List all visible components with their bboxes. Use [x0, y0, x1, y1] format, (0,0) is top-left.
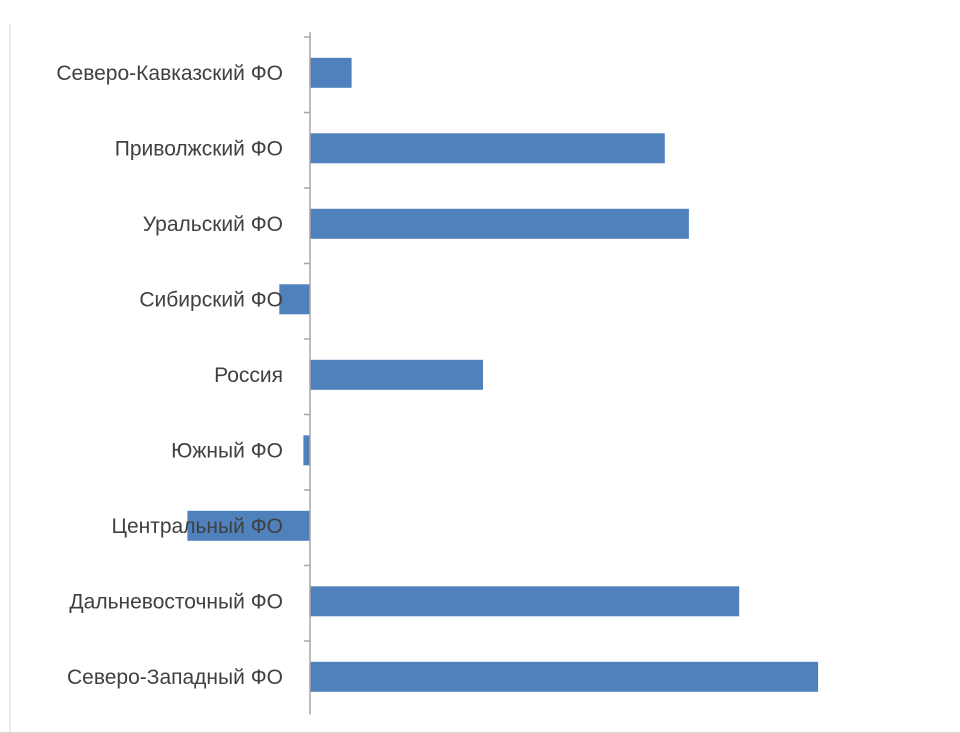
- bar-1: [310, 57, 352, 88]
- bar-2: [310, 133, 665, 164]
- category-label-7: Центральный ФО: [111, 515, 283, 538]
- category-label-8: Дальневосточный ФО: [69, 590, 283, 613]
- bar-9: [310, 661, 819, 692]
- category-label-4: Сибирский ФО: [139, 288, 283, 311]
- bar-8: [310, 586, 740, 617]
- category-label-2: Приволжский ФО: [115, 137, 283, 160]
- category-label-3: Уральский ФО: [143, 213, 283, 236]
- bar-4: [279, 284, 310, 315]
- bar-5: [310, 359, 483, 390]
- category-label-1: Северо-Кавказский ФО: [56, 62, 283, 85]
- bar-6: [303, 435, 310, 466]
- category-label-5: Россия: [214, 364, 283, 387]
- category-labels-group: Северо-Кавказский ФО Приволжский ФО Уральс…: [56, 62, 283, 689]
- bars-group: [187, 57, 819, 692]
- category-label-9: Северо-Западный ФО: [67, 666, 283, 689]
- category-label-6: Южный ФО: [171, 439, 283, 462]
- value-axis-group: [304, 32, 311, 715]
- bar-7: [187, 510, 310, 541]
- bar-3: [310, 208, 689, 239]
